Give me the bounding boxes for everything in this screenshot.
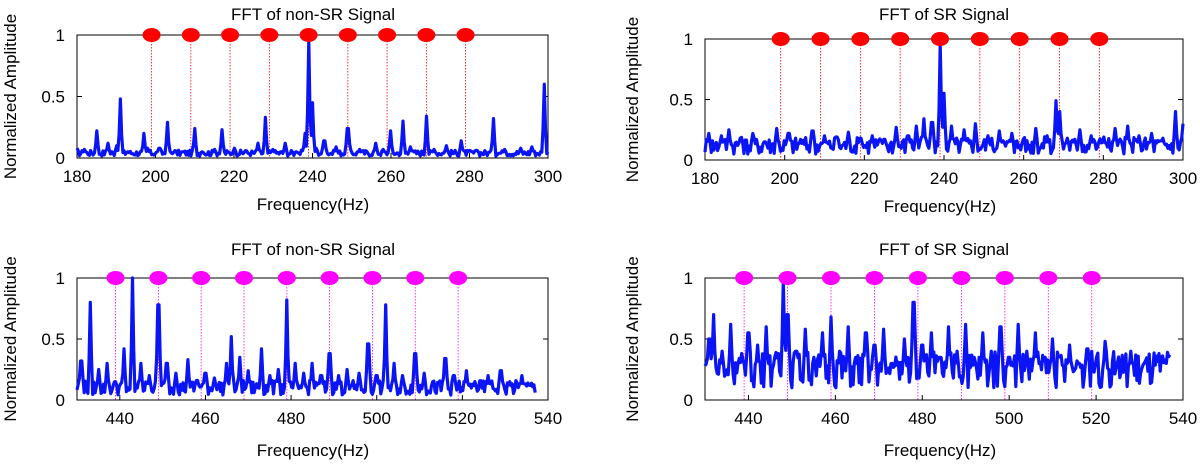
harmonic-marker: [1082, 271, 1101, 285]
harmonic-marker: [952, 271, 971, 285]
x-tick-label: 300: [534, 167, 562, 186]
harmonic-marker: [1010, 32, 1029, 46]
chart-title: FFT of SR Signal: [879, 5, 1009, 24]
x-axis-label: Frequency(Hz): [257, 441, 369, 460]
y-tick-label: 1: [56, 26, 65, 45]
x-tick-label: 500: [995, 409, 1023, 428]
x-tick-label: 260: [1009, 169, 1037, 188]
harmonic-marker: [778, 271, 797, 285]
chart-title: FFT of SR Signal: [879, 240, 1009, 259]
x-tick-label: 180: [63, 167, 91, 186]
chart-panel-2: FFT of SR Signal Frequency(Hz) Normalized …: [623, 5, 1197, 216]
x-tick-label: 440: [734, 409, 762, 428]
y-tick-label: 0.5: [41, 330, 65, 349]
harmonic-marker: [771, 32, 790, 46]
y-tick-label: 0: [56, 391, 65, 410]
y-axis-label: Normalized Amplitude: [1, 256, 20, 421]
y-tick-label: 0.5: [41, 88, 65, 107]
x-tick-label: 480: [908, 409, 936, 428]
harmonic-marker: [363, 271, 382, 285]
harmonic-marker: [995, 271, 1014, 285]
x-tick-label: 440: [106, 409, 134, 428]
y-tick-label: 0.5: [669, 330, 693, 349]
x-tick-label: 180: [691, 169, 719, 188]
harmonic-marker: [234, 271, 253, 285]
x-tick-label: 240: [298, 167, 326, 186]
y-axis-label: Normalized Amplitude: [623, 256, 642, 421]
harmonic-marker: [970, 32, 989, 46]
x-tick-label: 540: [534, 409, 562, 428]
x-tick-label: 500: [363, 409, 391, 428]
harmonic-marker: [449, 271, 468, 285]
y-tick-label: 1: [684, 269, 693, 288]
x-tick-label: 200: [770, 169, 798, 188]
y-tick-label: 0: [56, 149, 65, 168]
y-tick-label: 1: [56, 269, 65, 288]
harmonic-marker: [406, 271, 425, 285]
harmonic-marker: [106, 271, 125, 285]
harmonic-marker: [822, 271, 841, 285]
harmonic-marker: [811, 32, 830, 46]
x-tick-label: 520: [1082, 409, 1110, 428]
spectrum-line: [703, 278, 1172, 390]
x-tick-label: 260: [377, 167, 405, 186]
harmonic-marker: [891, 32, 910, 46]
y-tick-label: 0: [684, 391, 693, 410]
x-tick-label: 520: [448, 409, 476, 428]
harmonic-marker: [417, 28, 436, 42]
harmonic-marker: [277, 271, 296, 285]
chart-panel-1: FFT of non-SR Signal Frequency(Hz) Normali…: [1, 5, 562, 214]
x-axis-label: Frequency(Hz): [257, 195, 369, 214]
harmonic-marker: [851, 32, 870, 46]
harmonic-marker: [1090, 32, 1109, 46]
harmonic-marker: [142, 28, 161, 42]
harmonic-marker: [260, 28, 279, 42]
harmonic-marker: [320, 271, 339, 285]
y-axis-label: Normalized Amplitude: [623, 17, 642, 182]
chart-panel-3: FFT of non-SR Signal Frequency(Hz) Normali…: [1, 240, 562, 460]
harmonic-marker: [221, 28, 240, 42]
chart-panel-4: FFT of SR Signal Frequency(Hz) Normalized …: [623, 240, 1197, 460]
harmonic-marker: [181, 28, 200, 42]
x-tick-label: 280: [455, 167, 483, 186]
x-tick-label: 300: [1169, 169, 1197, 188]
harmonic-marker: [1050, 32, 1069, 46]
harmonic-marker: [865, 271, 884, 285]
x-tick-label: 240: [930, 169, 958, 188]
x-tick-label: 220: [850, 169, 878, 188]
y-axis-label: Normalized Amplitude: [1, 14, 20, 179]
harmonic-marker: [931, 32, 950, 46]
harmonic-marker: [456, 28, 475, 42]
x-axis-label: Frequency(Hz): [884, 197, 996, 216]
chart-title: FFT of non-SR Signal: [231, 240, 395, 259]
y-tick-label: 0.5: [669, 91, 693, 110]
harmonic-marker: [338, 28, 357, 42]
harmonic-marker: [192, 271, 211, 285]
harmonic-marker: [378, 28, 397, 42]
y-tick-label: 1: [684, 30, 693, 49]
harmonic-marker: [735, 271, 754, 285]
spectrum-line: [75, 276, 537, 397]
harmonic-marker: [149, 271, 168, 285]
x-tick-label: 460: [191, 409, 219, 428]
x-tick-label: 280: [1089, 169, 1117, 188]
x-axis-label: Frequency(Hz): [884, 441, 996, 460]
spectrum-line: [703, 43, 1185, 156]
x-tick-label: 220: [220, 167, 248, 186]
x-tick-label: 460: [821, 409, 849, 428]
x-tick-label: 480: [277, 409, 305, 428]
harmonic-marker: [299, 28, 318, 42]
chart-title: FFT of non-SR Signal: [231, 5, 395, 24]
harmonic-marker: [1039, 271, 1058, 285]
harmonic-marker: [908, 271, 927, 285]
spectrum-line: [75, 39, 550, 158]
x-tick-label: 200: [141, 167, 169, 186]
x-tick-label: 540: [1169, 409, 1197, 428]
y-tick-label: 0: [684, 151, 693, 170]
